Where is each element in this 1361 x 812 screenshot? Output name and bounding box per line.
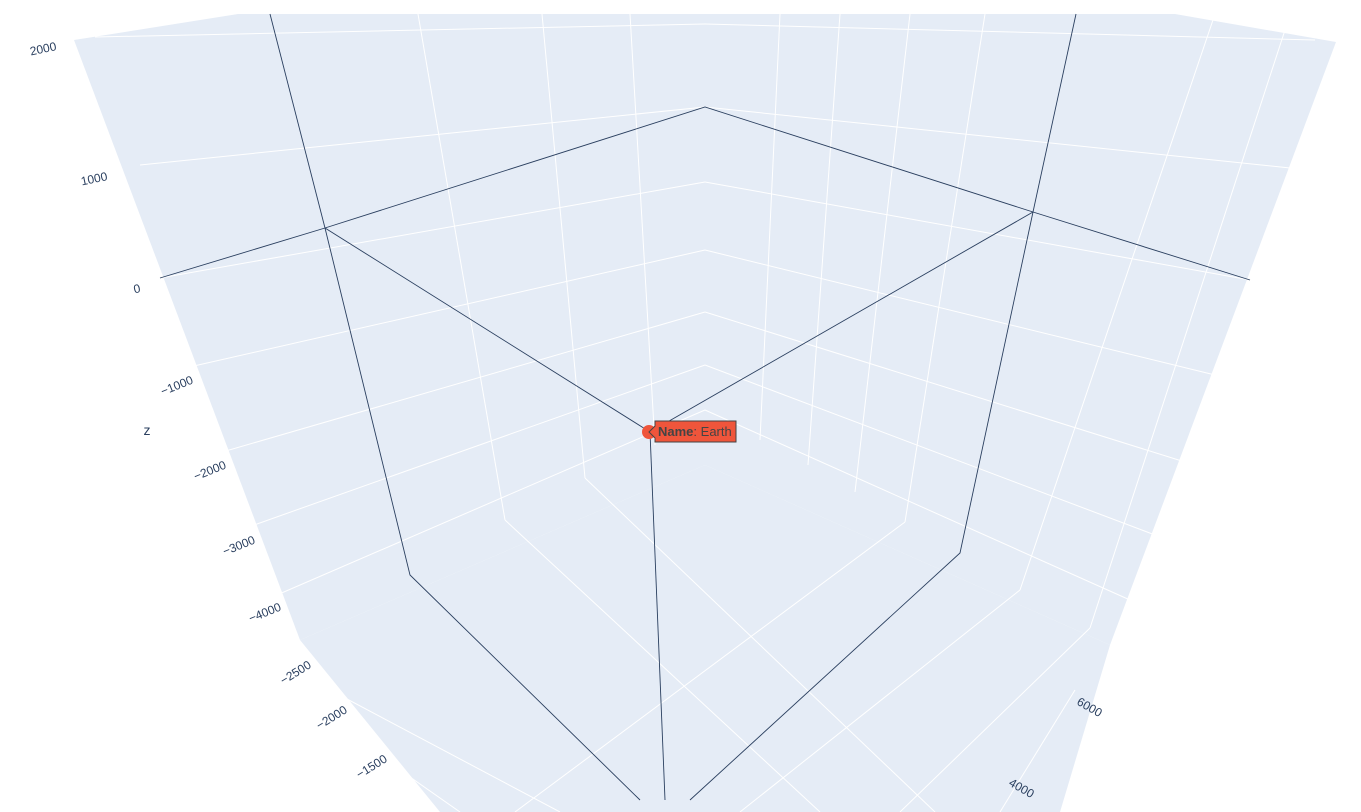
gridline bbox=[629, 13, 656, 446]
gridline bbox=[239, 364, 706, 531]
gridline bbox=[759, 13, 781, 441]
gridline bbox=[704, 249, 1216, 376]
gridline bbox=[704, 106, 1291, 169]
gridline bbox=[504, 519, 821, 812]
gridline bbox=[211, 311, 706, 456]
gridline bbox=[139, 106, 706, 166]
y-tick-label: −2000 bbox=[314, 702, 350, 732]
gridline bbox=[159, 181, 706, 279]
gridline bbox=[899, 627, 1091, 812]
gridline bbox=[999, 689, 1076, 812]
line-trace bbox=[689, 211, 1034, 801]
back-wall-left bbox=[74, 14, 705, 640]
hover-label-value: : Earth bbox=[693, 424, 731, 439]
line-trace bbox=[1032, 13, 1077, 213]
line-series bbox=[159, 13, 1251, 801]
line-trace bbox=[649, 431, 666, 801]
hover-label-text: Name: Earth bbox=[658, 424, 732, 439]
floor-pane bbox=[300, 465, 1110, 812]
y-tick-label: −2500 bbox=[278, 657, 314, 687]
gridline bbox=[269, 409, 706, 599]
gridline bbox=[704, 364, 1156, 536]
gridline bbox=[807, 13, 841, 466]
gridline bbox=[514, 521, 906, 812]
gridline bbox=[1019, 13, 1216, 591]
line-trace bbox=[324, 227, 651, 433]
z-tick-label: 0 bbox=[132, 281, 142, 296]
gridlines bbox=[94, 13, 1316, 812]
hover-label: Name: Earth bbox=[648, 420, 737, 443]
z-tick-label: −3000 bbox=[221, 533, 258, 559]
z-axis-title: z bbox=[144, 422, 151, 438]
gridline bbox=[704, 23, 1316, 41]
back-wall-right bbox=[705, 14, 1336, 645]
hover-label-box bbox=[648, 420, 737, 443]
gridline bbox=[704, 311, 1186, 463]
y-tick-label: −1500 bbox=[354, 751, 390, 781]
gridline bbox=[329, 689, 561, 812]
gridline bbox=[739, 589, 1021, 812]
gridline bbox=[349, 734, 461, 812]
gridline bbox=[904, 13, 986, 523]
gridline bbox=[704, 181, 1251, 281]
line-trace bbox=[159, 106, 1251, 281]
gridline bbox=[704, 409, 1131, 601]
hover-label-key: Name bbox=[658, 424, 693, 439]
gridline bbox=[417, 13, 506, 521]
gridline bbox=[184, 249, 706, 369]
gridline bbox=[1089, 29, 1286, 629]
gridline bbox=[541, 13, 586, 479]
gridline bbox=[584, 477, 936, 812]
line-trace bbox=[649, 211, 1034, 433]
scene-panes bbox=[74, 14, 1336, 812]
gridline bbox=[94, 23, 706, 38]
gridline bbox=[854, 13, 911, 493]
z-tick-label: 1000 bbox=[80, 169, 109, 188]
z-tick-label: −2000 bbox=[192, 458, 229, 484]
z-tick-label: 2000 bbox=[29, 39, 58, 58]
line-trace bbox=[269, 13, 326, 229]
z-tick-label: −1000 bbox=[159, 373, 196, 399]
z-tick-label: −4000 bbox=[247, 600, 284, 626]
line-trace bbox=[324, 227, 641, 801]
